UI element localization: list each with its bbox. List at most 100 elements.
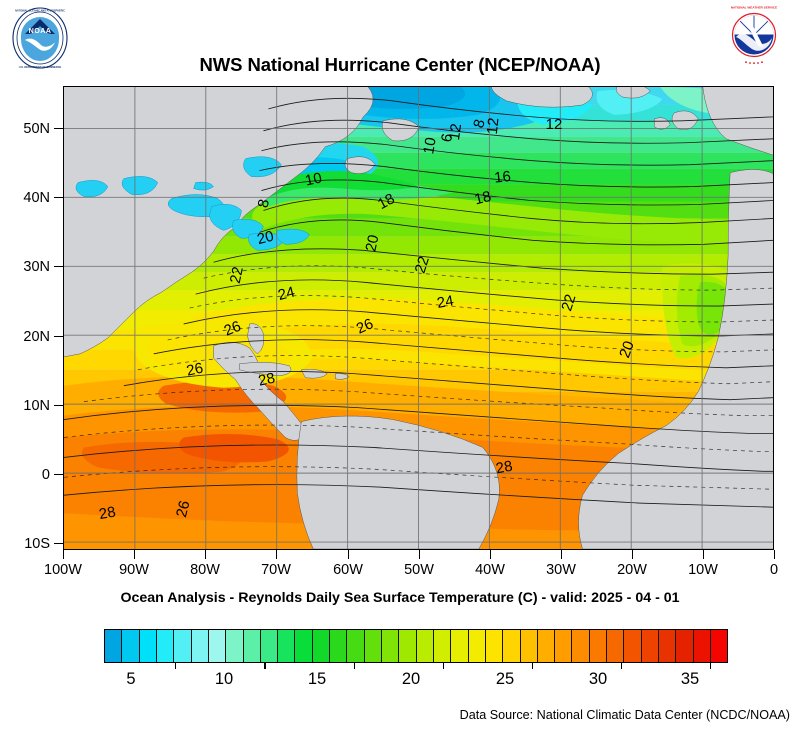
contour-label: 10 <box>420 136 440 155</box>
contour-label: 26 <box>173 499 194 519</box>
x-tick-label: 10W <box>688 562 718 578</box>
colorbar-swatch <box>710 630 728 662</box>
colorbar-tick-label: 30 <box>588 670 608 688</box>
contour-label: 28 <box>257 370 277 390</box>
contour-label: 24 <box>436 292 455 312</box>
colorbar-tick-label: 25 <box>495 670 515 688</box>
colorbar-swatch <box>278 630 296 662</box>
colorbar-swatch <box>676 630 694 662</box>
contour-label: 12 <box>446 123 465 142</box>
colorbar-swatch <box>139 630 157 662</box>
x-tick-label: 70W <box>261 562 291 578</box>
x-tick-label: 30W <box>546 562 576 578</box>
contour-label: 10 <box>304 169 324 189</box>
y-tick-label: 10N <box>23 398 50 414</box>
colorbar-swatch <box>624 630 642 662</box>
colorbar-tick-label: 35 <box>680 670 700 688</box>
data-source-note: Data Source: National Climatic Data Cent… <box>459 708 790 722</box>
x-tick <box>348 550 350 559</box>
x-tick <box>632 550 634 559</box>
colorbar-swatch <box>243 630 261 662</box>
svg-text:NOAA: NOAA <box>29 26 52 35</box>
colorbar-swatch <box>260 630 279 662</box>
y-tick <box>54 336 63 338</box>
colorbar-tick <box>620 663 623 669</box>
page-title: NWS National Hurricane Center (NCEP/NOAA… <box>199 54 601 75</box>
colorbar-swatch <box>607 630 625 662</box>
contour-label: 16 <box>493 168 511 187</box>
svg-text:U.S. DEPARTMENT OF COMMERCE: U.S. DEPARTMENT OF COMMERCE <box>19 66 62 69</box>
colorbar-swatch <box>156 630 175 662</box>
y-tick-label: 10S <box>24 536 50 552</box>
colorbar-swatch <box>572 630 590 662</box>
y-tick <box>54 197 63 199</box>
contour-label: 18 <box>473 188 493 209</box>
x-tick <box>490 550 492 559</box>
colorbar-tick-label: 20 <box>401 670 421 688</box>
colorbar-tick <box>442 663 444 669</box>
y-tick <box>54 405 63 407</box>
contour-lines-dashed <box>64 265 773 490</box>
x-tick <box>703 550 705 559</box>
colorbar-swatch <box>330 630 348 662</box>
x-tick-label: 90W <box>119 562 149 578</box>
colorbar-swatch <box>589 630 608 662</box>
sst-gulf-stream <box>252 171 773 247</box>
map-gridlines <box>64 87 773 549</box>
x-tick <box>63 550 65 559</box>
svg-text:NATIONAL WEATHER SERVICE: NATIONAL WEATHER SERVICE <box>731 6 777 10</box>
contour-label: 22 <box>558 292 579 313</box>
colorbar-swatch <box>416 630 434 662</box>
sst-canary-upwelling <box>662 263 735 359</box>
noaa-seal-emblem: NOAA <box>21 17 59 61</box>
contour-label: 26 <box>222 318 244 340</box>
contour-label: 20 <box>362 233 382 253</box>
colorbar-tick-label: 10 <box>214 670 234 688</box>
colorbar-swatch <box>295 630 313 662</box>
contour-label: 12 <box>546 116 563 133</box>
colorbar-swatch <box>520 630 538 662</box>
contour-label: 26 <box>354 315 376 337</box>
y-tick-label: 20N <box>23 329 50 345</box>
colorbar-swatch <box>382 630 400 662</box>
x-tick-label: 40W <box>475 562 505 578</box>
y-tick-label: 50N <box>23 121 50 137</box>
y-tick <box>54 128 63 130</box>
colorbar-swatch <box>555 630 573 662</box>
contour-label: 20 <box>255 228 275 249</box>
x-tick <box>774 550 776 559</box>
temperature-colorbar[interactable] <box>104 629 728 663</box>
x-tick <box>134 550 136 559</box>
contour-lines <box>64 97 773 508</box>
contour-label: 22 <box>412 254 433 275</box>
colorbar-swatch <box>659 630 677 662</box>
x-tick-label: 60W <box>333 562 363 578</box>
colorbar-swatch <box>226 630 244 662</box>
colorbar-tick-label: 15 <box>307 670 327 688</box>
colorbar-swatch <box>485 630 504 662</box>
colorbar-tick <box>353 663 355 669</box>
svg-text:NATIONAL OCEANIC AND ATMOSPHER: NATIONAL OCEANIC AND ATMOSPHERIC <box>15 9 65 12</box>
x-tick <box>419 550 421 559</box>
y-tick-label: 30N <box>23 259 50 275</box>
colorbar-swatch <box>433 630 452 662</box>
contour-label: 28 <box>98 503 117 523</box>
colorbar-swatch <box>641 630 659 662</box>
contour-label: 12 <box>484 117 503 135</box>
y-tick-label: 40N <box>23 190 50 206</box>
contour-label: 6 <box>438 132 456 143</box>
contour-label: 24 <box>276 283 296 304</box>
colorbar-swatch <box>468 630 486 662</box>
colorbar-swatch <box>105 630 123 662</box>
x-tick <box>276 550 278 559</box>
colorbar-tick <box>531 663 533 669</box>
colorbar-tick <box>175 663 177 669</box>
colorbar-tick-label: 5 <box>126 670 136 688</box>
colorbar-swatch <box>191 630 209 662</box>
colorbar-swatch <box>451 630 469 662</box>
colorbar-swatch <box>537 630 556 662</box>
y-tick <box>54 266 63 268</box>
sst-map-plot[interactable]: 6 8 8 10 10 12 12 12 16 18 18 20 20 20 2… <box>63 86 774 550</box>
colorbar-swatch <box>364 630 382 662</box>
colorbar-swatch <box>174 630 192 662</box>
